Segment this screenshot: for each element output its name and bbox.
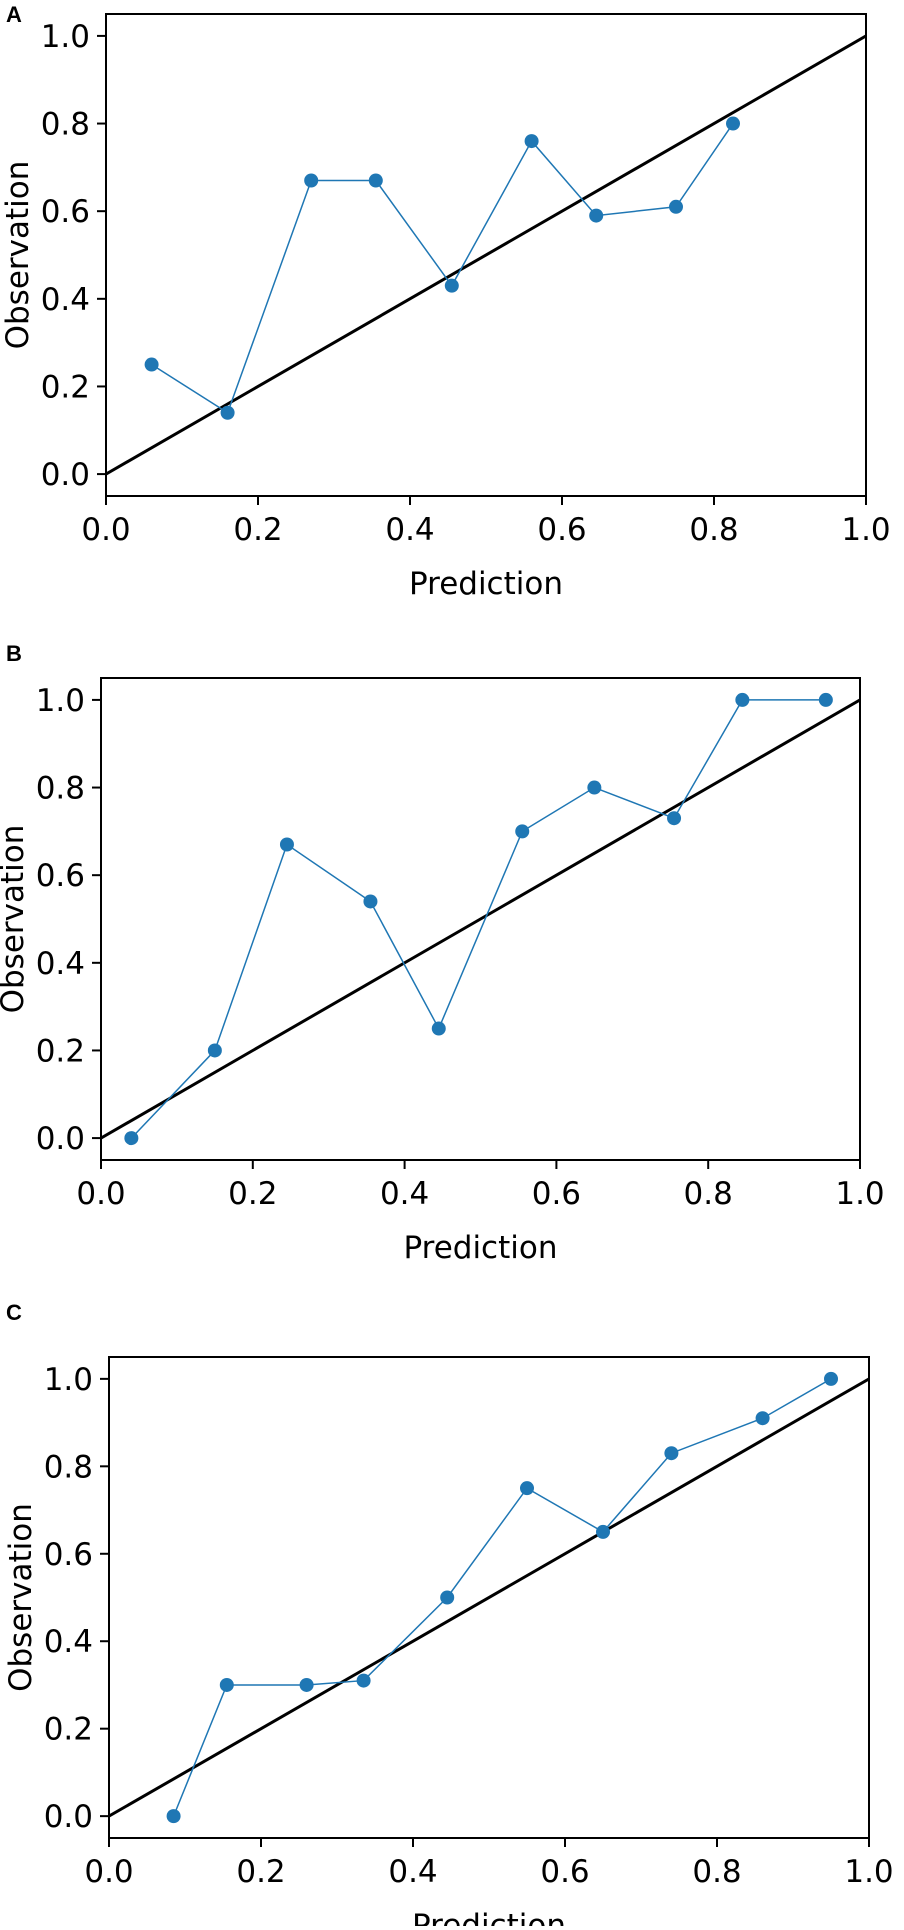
y-tick-label: 0.4 [44, 1624, 93, 1660]
y-axis-label: Observation [3, 1503, 39, 1692]
data-point [279, 837, 294, 852]
data-point [356, 1673, 371, 1688]
data-point [726, 116, 740, 131]
x-tick-label: 0.0 [84, 1854, 133, 1890]
data-point [304, 173, 319, 188]
data-point [755, 1411, 770, 1426]
data-point [144, 357, 159, 372]
data-point [524, 134, 539, 149]
data-point [824, 1371, 838, 1386]
y-tick-label: 0.0 [36, 1121, 85, 1157]
y-tick-label: 0.6 [41, 194, 90, 230]
plot-frame [105, 13, 867, 497]
y-tick-label: 1.0 [41, 19, 90, 55]
series-line [151, 123, 734, 414]
data-point [515, 824, 530, 839]
x-tick-label: 0.2 [228, 1176, 277, 1212]
data-point [220, 405, 235, 420]
data-point [368, 173, 383, 188]
x-axis-label: Prediction [403, 1230, 557, 1266]
y-tick-label: 0.2 [41, 369, 90, 405]
data-point [735, 692, 750, 707]
data-point [124, 1131, 139, 1146]
y-tick-label: 0.8 [44, 1449, 93, 1485]
data-point [440, 1590, 455, 1605]
x-tick-label: 0.4 [380, 1176, 429, 1212]
x-tick-label: 0.2 [236, 1854, 285, 1890]
plot-frame [100, 677, 861, 1161]
plot-frame [108, 1356, 870, 1839]
data-point [818, 692, 833, 707]
x-tick-label: 0.0 [76, 1176, 125, 1212]
data-point [444, 278, 459, 293]
series-line [172, 1378, 832, 1817]
x-tick-label: 0.6 [532, 1176, 581, 1212]
x-tick-label: 0.2 [233, 512, 282, 548]
y-tick-label: 0.6 [36, 858, 85, 894]
x-tick-label: 0.8 [692, 1854, 741, 1890]
data-point [520, 1481, 534, 1496]
y-tick-label: 1.0 [36, 683, 85, 719]
y-axis-label: Observation [0, 161, 36, 350]
x-axis-label: Prediction [412, 1908, 566, 1926]
y-tick-label: 0.2 [36, 1033, 85, 1069]
y-tick-label: 0.8 [41, 107, 90, 143]
series-line [130, 699, 826, 1139]
data-point [207, 1043, 222, 1058]
data-point [431, 1021, 446, 1036]
y-tick-label: 0.4 [36, 946, 85, 982]
data-point [667, 811, 682, 826]
data-point [669, 199, 683, 214]
panel-label: A [6, 2, 22, 27]
data-point [587, 780, 602, 795]
data-point [363, 894, 378, 909]
x-tick-label: 1.0 [835, 1176, 884, 1212]
y-tick-label: 0.0 [44, 1799, 93, 1835]
x-tick-label: 0.0 [81, 512, 130, 548]
data-point [166, 1809, 181, 1824]
x-tick-label: 1.0 [841, 512, 890, 548]
x-tick-label: 0.6 [537, 512, 586, 548]
panel-label: B [6, 641, 22, 666]
y-tick-label: 0.8 [36, 771, 85, 807]
reference-line [109, 1377, 869, 1818]
data-point [664, 1446, 679, 1461]
x-axis-label: Prediction [409, 566, 563, 602]
y-axis-label: Observation [0, 825, 31, 1014]
y-tick-label: 0.6 [44, 1537, 93, 1573]
reference-line [106, 34, 866, 476]
y-tick-label: 0.4 [41, 282, 90, 318]
x-tick-label: 1.0 [844, 1854, 893, 1890]
y-tick-label: 1.0 [44, 1362, 93, 1398]
data-point [596, 1524, 610, 1539]
x-tick-label: 0.4 [388, 1854, 437, 1890]
x-tick-label: 0.8 [684, 1176, 733, 1212]
panel-label: C [6, 1300, 22, 1325]
y-tick-label: 0.2 [44, 1712, 93, 1748]
x-tick-label: 0.8 [689, 512, 738, 548]
data-point [299, 1677, 314, 1692]
data-point [589, 208, 604, 223]
x-tick-label: 0.6 [540, 1854, 589, 1890]
data-point [219, 1677, 234, 1692]
reference-line [101, 698, 860, 1140]
y-tick-label: 0.0 [41, 457, 90, 493]
x-tick-label: 0.4 [385, 512, 434, 548]
